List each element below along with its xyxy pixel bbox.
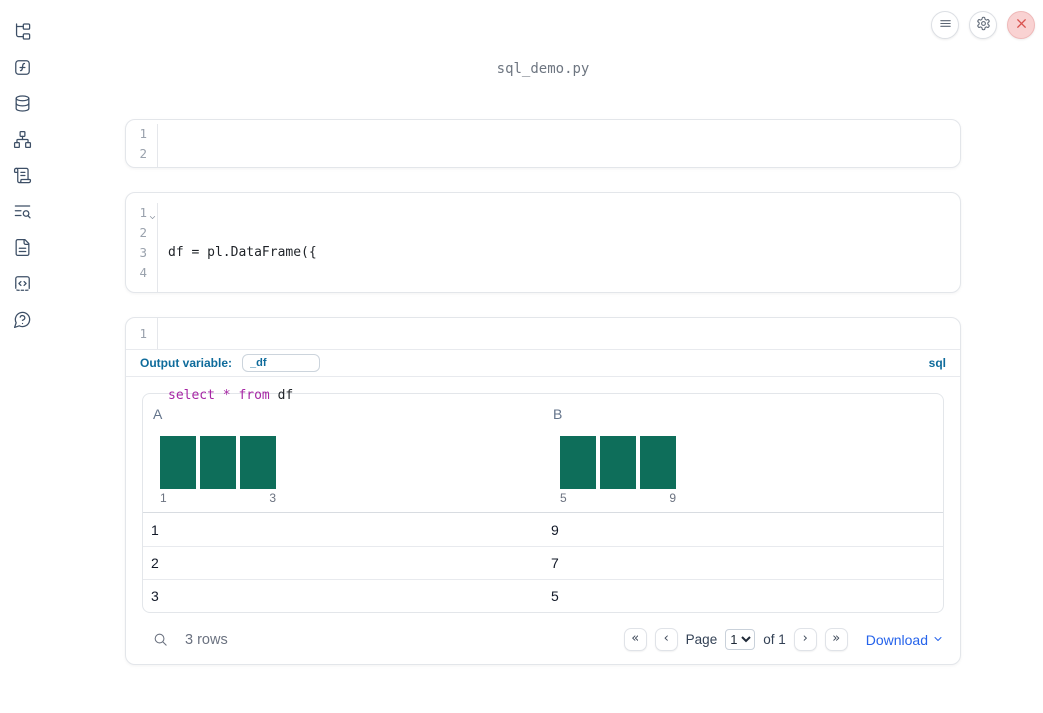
line-number: 3: [139, 245, 147, 260]
sidebar-item-variables[interactable]: [12, 59, 32, 79]
code-cell-imports: 1 2 import marimo as mo import polars as…: [125, 119, 961, 168]
line-number: 4: [139, 265, 147, 280]
notebook-area: sql_demo.py 1 2 import marimo as mo impo…: [125, 0, 961, 713]
help-bubble-icon: [13, 310, 32, 332]
sql-editor[interactable]: select * from df: [158, 318, 293, 403]
hist-min-label: 5: [560, 491, 567, 505]
code-editor[interactable]: import marimo as mo import polars as pl: [158, 124, 317, 167]
database-icon: [13, 94, 32, 116]
histogram-bar: [600, 436, 636, 489]
line-number-gutter: 1 2 3 4: [126, 203, 158, 292]
sidebar-item-snippets[interactable]: [12, 275, 32, 295]
hamburger-icon: [938, 16, 953, 34]
sidebar-item-logs[interactable]: [12, 203, 32, 223]
file-tree-icon: [13, 22, 32, 44]
gear-icon: [976, 16, 991, 34]
pagination: « ‹ Page 1 of 1 › » Download: [623, 628, 944, 651]
line-number: 1: [139, 326, 147, 341]
sidebar-item-datasources[interactable]: [12, 95, 32, 115]
last-page-button[interactable]: »: [824, 628, 848, 651]
sidebar-item-documentation[interactable]: [12, 238, 32, 260]
chevron-down-icon: [932, 632, 944, 648]
helper-sidebar: [12, 23, 32, 331]
code-editor[interactable]: df = pl.DataFrame({ "A": [1, 2, 3], "B":…: [158, 203, 317, 292]
hist-max-label: 9: [669, 491, 676, 505]
output-variable-row: Output variable: sql: [126, 350, 960, 377]
sidebar-item-files[interactable]: [12, 23, 32, 43]
histogram-bar: [160, 436, 196, 489]
network-icon: [13, 130, 32, 152]
download-label: Download: [865, 631, 928, 648]
file-text-icon: [13, 238, 32, 260]
histogram-bar: [640, 436, 676, 489]
window-controls: [931, 11, 1035, 39]
hist-min-label: 1: [160, 491, 167, 505]
output-variable-label: Output variable:: [140, 356, 233, 370]
notebook-filename: sql_demo.py: [496, 61, 590, 77]
fold-chevron-icon[interactable]: [148, 208, 157, 219]
code-line: df = pl.DataFrame({: [168, 245, 317, 260]
function-square-icon: [13, 58, 32, 80]
language-badge: sql: [928, 356, 946, 370]
line-number: 1: [126, 203, 157, 223]
line-number-gutter: 1 2: [126, 124, 158, 167]
page-of-label: of 1: [763, 632, 786, 647]
table-footer: 3 rows « ‹ Page 1 of 1 › » Download: [142, 613, 944, 664]
page-label: Page: [685, 632, 718, 647]
hist-max-label: 3: [269, 491, 276, 505]
histogram-bar: [240, 436, 276, 489]
sql-cell: 1 select * from df Output variable: sql …: [125, 317, 961, 665]
search-icon: [153, 633, 168, 650]
scroll-text-icon: [13, 166, 32, 188]
sidebar-item-dependencies[interactable]: [12, 130, 32, 152]
line-number-gutter: 1: [126, 318, 158, 349]
page-select[interactable]: 1: [725, 629, 756, 650]
close-icon: [1014, 16, 1029, 34]
code-line: select * from df: [168, 388, 294, 403]
line-number: 2: [139, 146, 147, 161]
code-line: import marimo as mo: [168, 164, 317, 167]
next-page-button[interactable]: ›: [793, 628, 817, 651]
shutdown-button[interactable]: [1007, 11, 1035, 39]
sidebar-item-help[interactable]: [12, 311, 32, 331]
code-square-icon: [13, 274, 32, 296]
sidebar-item-outline[interactable]: [12, 167, 32, 187]
prev-page-button[interactable]: ‹: [654, 628, 678, 651]
text-search-icon: [13, 202, 32, 224]
histogram-bar: [560, 436, 596, 489]
download-button[interactable]: Download: [866, 632, 944, 648]
search-button[interactable]: [152, 632, 168, 648]
output-variable-input[interactable]: [242, 354, 321, 372]
menu-button[interactable]: [931, 11, 959, 39]
row-count: 3 rows: [185, 631, 228, 648]
histogram-bar: [200, 436, 236, 489]
settings-button[interactable]: [969, 11, 997, 39]
line-number: 1: [139, 126, 147, 141]
code-cell-dataframe: 1 2 3 4 df = pl.DataFrame({ "A": [1, 2, …: [125, 192, 961, 293]
line-number: 2: [139, 225, 147, 240]
first-page-button[interactable]: «: [623, 628, 647, 651]
